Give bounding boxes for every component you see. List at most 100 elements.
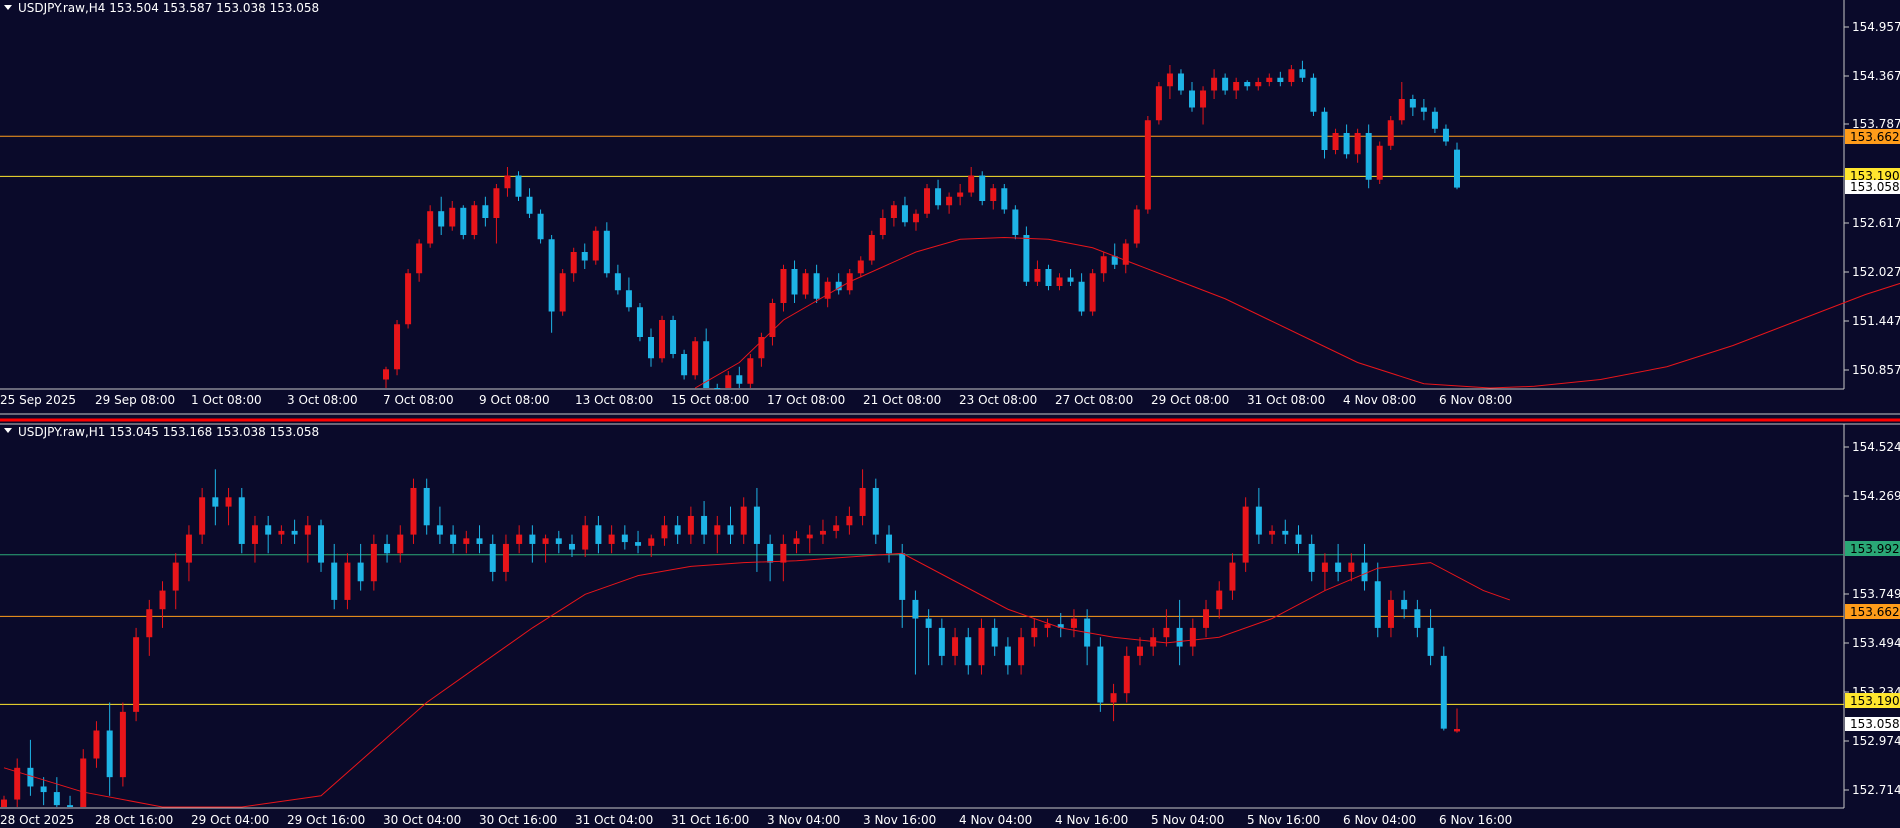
candle-body	[879, 218, 886, 235]
candle-body	[1078, 281, 1085, 312]
time-label: 28 Oct 2025	[0, 813, 74, 827]
candle-body	[1089, 273, 1096, 312]
candle-body	[476, 538, 483, 544]
candle-body	[542, 538, 549, 544]
candle-body	[595, 525, 602, 544]
candle-body	[780, 543, 787, 563]
candle-body	[416, 243, 423, 274]
candle-body	[1216, 590, 1223, 610]
candle-body	[1023, 235, 1030, 282]
candle-body	[674, 525, 681, 535]
collapse-triangle-icon[interactable]	[4, 428, 12, 433]
time-label: 29 Oct 08:00	[1151, 393, 1229, 407]
candle-body	[133, 637, 140, 712]
candle-body	[769, 303, 776, 337]
top-price-axis: 154.957 154.367 153.787 152.617 152.027 …	[1844, 20, 1900, 377]
candle-body	[1282, 530, 1289, 535]
candle-body	[1067, 277, 1074, 282]
candle-body	[438, 211, 445, 227]
candle-body	[1255, 82, 1262, 87]
candle-body	[582, 525, 589, 550]
time-label: 30 Oct 16:00	[479, 813, 557, 827]
level-label-orange	[1845, 604, 1900, 619]
price-tick: 154.957	[1852, 20, 1900, 34]
candle-body	[471, 205, 478, 235]
candle-body	[1031, 627, 1038, 638]
candle-body	[1189, 90, 1196, 108]
candle-body	[427, 211, 434, 244]
candle-body	[436, 525, 443, 535]
candle-body	[747, 358, 754, 384]
current-price-text: 153.058	[1850, 180, 1900, 194]
candle-body	[449, 207, 456, 227]
candle-body	[1, 799, 7, 807]
candle-body	[1266, 77, 1273, 82]
candle-body	[990, 188, 997, 201]
time-label: 3 Nov 16:00	[863, 813, 936, 827]
candle-body	[753, 506, 760, 544]
candle-body	[727, 525, 734, 535]
candle-body	[1057, 624, 1064, 628]
candle-body	[1365, 133, 1372, 180]
candle-body	[410, 487, 417, 535]
candle-body	[740, 506, 747, 535]
candle-body	[899, 553, 906, 600]
candle-body	[872, 487, 879, 535]
candle-body	[1045, 269, 1052, 286]
candle-body	[957, 192, 964, 197]
candle-body	[291, 530, 298, 535]
candle-body	[846, 515, 853, 526]
candle-body	[1321, 562, 1328, 572]
time-label: 5 Nov 04:00	[1151, 813, 1224, 827]
candle-body	[592, 230, 599, 261]
bottom-price-axis: 154.524 154.269 153.749 153.494 153.234 …	[1844, 440, 1900, 797]
candle-body	[80, 758, 87, 807]
candle-body	[687, 515, 694, 535]
candle-body	[304, 525, 311, 535]
candle-body	[119, 711, 126, 778]
bottom-time-axis: 28 Oct 2025 28 Oct 16:00 29 Oct 04:00 29…	[0, 813, 1512, 827]
candle-body	[67, 805, 74, 807]
candle-body	[1163, 627, 1170, 638]
candle-body	[172, 562, 179, 591]
time-label: 15 Oct 08:00	[671, 393, 749, 407]
candle-body	[924, 188, 931, 214]
candle-body	[1343, 133, 1350, 155]
candle-body	[278, 530, 285, 535]
candle-body	[1034, 269, 1041, 282]
candle-body	[868, 235, 875, 261]
candle-body	[912, 599, 919, 619]
level-label-orange	[1845, 129, 1900, 144]
candle-body	[1454, 149, 1460, 188]
candle-body	[515, 175, 522, 197]
candle-body	[979, 175, 986, 201]
candle-body	[857, 260, 864, 274]
candle-body	[833, 525, 840, 531]
candle-body	[383, 369, 389, 380]
time-label: 21 Oct 08:00	[863, 393, 941, 407]
candle-body	[405, 273, 412, 325]
candle-body	[493, 188, 500, 218]
candle-body	[1123, 655, 1130, 694]
time-label: 5 Nov 16:00	[1247, 813, 1320, 827]
level-label-yellow	[1845, 168, 1900, 183]
price-tick: 150.857	[1852, 363, 1900, 377]
time-label: 4 Nov 08:00	[1343, 393, 1416, 407]
time-label: 6 Nov 04:00	[1343, 813, 1416, 827]
collapse-triangle-icon[interactable]	[4, 5, 12, 10]
candle-body	[1242, 506, 1249, 563]
candle-body	[938, 627, 945, 656]
candle-body	[670, 320, 677, 354]
level-label-text: 153.190	[1850, 169, 1900, 183]
candle-body	[450, 534, 457, 544]
candle-body	[14, 767, 21, 800]
candle-body	[1203, 609, 1210, 628]
candle-body	[1222, 77, 1229, 91]
candle-body	[802, 273, 809, 295]
time-label: 9 Oct 08:00	[479, 393, 550, 407]
candle-body	[1070, 618, 1077, 628]
candle-body	[725, 375, 732, 388]
candle-body	[978, 627, 985, 666]
time-label: 23 Oct 08:00	[959, 393, 1037, 407]
candle-body	[570, 252, 577, 274]
